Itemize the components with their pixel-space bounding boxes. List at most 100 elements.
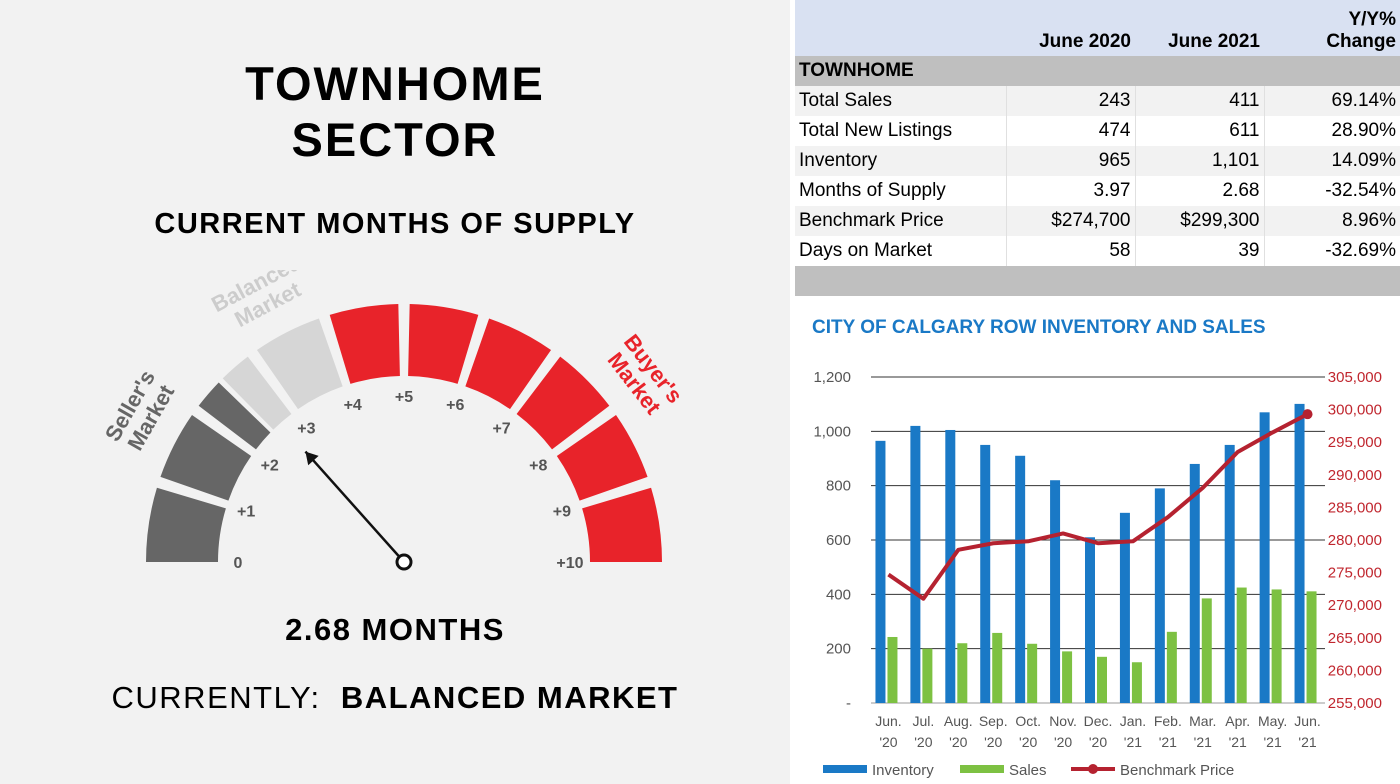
cell-june-2021: 39 xyxy=(1134,236,1264,266)
inventory-bar xyxy=(945,429,956,703)
gauge-segment xyxy=(582,487,662,562)
y-right-tick-label: 300,000 xyxy=(1328,402,1382,419)
chart-title: CITY OF CALGARY ROW INVENTORY AND SALES xyxy=(812,317,1266,338)
header-blank xyxy=(795,0,1006,56)
gauge-subtitle: CURRENT MONTHS OF SUPPLY xyxy=(154,208,636,240)
gauge-tick-label: +1 xyxy=(237,504,255,521)
legend-price-marker xyxy=(1088,764,1098,774)
gauge-tick-label: +5 xyxy=(395,389,413,406)
table-row: Inventory 965 1,101 14.09% xyxy=(795,146,1400,176)
cell-june-2021: $299,300 xyxy=(1134,206,1264,236)
sales-bar xyxy=(1306,591,1317,703)
sales-bar xyxy=(1201,598,1212,703)
sales-bar xyxy=(992,632,1003,703)
gauge-segment xyxy=(160,414,252,501)
cell-june-2020: 474 xyxy=(1005,116,1135,146)
header-june-2021: June 2021 xyxy=(1135,0,1264,56)
gauge-needle-pivot xyxy=(395,553,413,571)
table-row: Months of Supply 3.97 2.68 -32.54% xyxy=(795,176,1400,206)
gauge-needle xyxy=(304,450,405,563)
x-tick-label: Sep. xyxy=(979,713,1008,729)
y-right-tick-label: 280,000 xyxy=(1328,532,1382,549)
y-right-tick-label: 255,000 xyxy=(1328,695,1382,712)
gauge-segment xyxy=(146,487,226,562)
cell-june-2020: 965 xyxy=(1005,146,1135,176)
table-footer-row xyxy=(795,266,1400,296)
table-header-row: June 2020 June 2021 Y/Y% Change xyxy=(795,0,1400,56)
sales-bar xyxy=(887,636,898,703)
gauge-tick-label: +4 xyxy=(344,397,362,414)
gauge-tick-label: +9 xyxy=(553,504,571,521)
cell-june-2020: $274,700 xyxy=(1005,206,1135,236)
sales-bar xyxy=(957,643,968,703)
x-tick-label: Aug. xyxy=(944,713,973,729)
sales-bar xyxy=(1166,631,1177,703)
table-section-row: TOWNHOME xyxy=(795,56,1400,86)
table-row: Total Sales 243 411 69.14% xyxy=(795,86,1400,116)
cell-change: 8.96% xyxy=(1263,206,1400,236)
cell-change: -32.69% xyxy=(1263,236,1400,266)
y-left-tick-label: 600 xyxy=(826,532,851,549)
x-tick-label: '20 xyxy=(879,734,897,750)
row-label: Inventory xyxy=(795,146,1006,176)
sales-bar xyxy=(1097,656,1107,703)
table-row: Days on Market 58 39 -32.69% xyxy=(795,236,1400,266)
sales-bar xyxy=(1131,662,1142,703)
y-left-tick-label: 200 xyxy=(826,641,851,658)
x-tick-label: Jul. xyxy=(912,713,934,729)
y-right-tick-label: 270,000 xyxy=(1328,597,1382,614)
x-tick-label: '21 xyxy=(1194,734,1212,750)
y-right-tick-label: 285,000 xyxy=(1328,499,1382,516)
cell-change: -32.54% xyxy=(1263,176,1400,206)
table-row: Benchmark Price $274,700 $299,300 8.96% xyxy=(795,206,1400,236)
cell-change: 14.09% xyxy=(1263,146,1400,176)
header-june-2020: June 2020 xyxy=(1006,0,1135,56)
row-label: Benchmark Price xyxy=(795,206,1006,236)
sales-bar xyxy=(1027,643,1038,703)
sales-bar xyxy=(1062,651,1073,703)
x-tick-label: '21 xyxy=(1124,734,1142,750)
x-tick-label: '20 xyxy=(1054,734,1072,750)
gauge-segment xyxy=(222,356,292,430)
x-tick-label: '21 xyxy=(1298,734,1316,750)
inventory-bar xyxy=(875,440,886,703)
y-left-tick-label: 800 xyxy=(826,478,851,495)
gauge-segment xyxy=(408,304,479,384)
header-yy: Y/Y% xyxy=(1348,9,1396,30)
legend-sales-swatch xyxy=(960,765,1004,773)
inventory-bar xyxy=(1050,480,1061,703)
x-tick-label: Jun. xyxy=(1294,713,1320,729)
x-tick-label: '20 xyxy=(1089,734,1107,750)
y-left-tick-label: 1,000 xyxy=(813,423,851,440)
legend-sales-label: Sales xyxy=(1009,762,1047,779)
x-tick-label: '21 xyxy=(1229,734,1247,750)
gauge-segment xyxy=(329,304,400,384)
header-change: Change xyxy=(1326,31,1396,52)
gauge-tick-label: +10 xyxy=(556,555,583,572)
x-tick-label: May. xyxy=(1258,713,1287,729)
cell-change: 28.90% xyxy=(1263,116,1400,146)
benchmark-price-point xyxy=(1302,409,1313,420)
inventory-sales-chart: - 200 400 600 800 1,000 1,200 255,000 260,000 265… xyxy=(813,369,1382,779)
inventory-bar xyxy=(1224,444,1235,703)
legend-inventory-swatch xyxy=(823,765,867,773)
gauge-segment xyxy=(256,318,343,410)
cell-june-2020: 243 xyxy=(1005,86,1135,116)
cell-june-2020: 58 xyxy=(1005,236,1135,266)
x-tick-label: Dec. xyxy=(1084,713,1113,729)
x-tick-label: Apr. xyxy=(1225,713,1250,729)
cell-june-2021: 1,101 xyxy=(1134,146,1264,176)
gauge-tick-label: +6 xyxy=(446,397,464,414)
townhome-stats-table: June 2020 June 2021 Y/Y% Change TOWNHOME… xyxy=(795,0,1400,296)
gauge-segment xyxy=(556,414,648,501)
inventory-bar xyxy=(1015,455,1026,703)
gauge-panel: TOWNHOME SECTOR CURRENT MONTHS OF SUPPLY… xyxy=(0,0,790,784)
x-tick-label: '21 xyxy=(1159,734,1177,750)
x-tick-label: '21 xyxy=(1263,734,1281,750)
gauge-tick-label: +3 xyxy=(297,421,315,438)
gauge-reading: 2.68 MONTHS xyxy=(285,612,505,647)
months-of-supply-gauge: 0+1+2+3+4 +5 +6+7+8+9+10Seller'sMarketBala… xyxy=(100,270,688,572)
gauge-segment xyxy=(465,318,552,410)
y-right-tick-label: 275,000 xyxy=(1328,565,1382,582)
